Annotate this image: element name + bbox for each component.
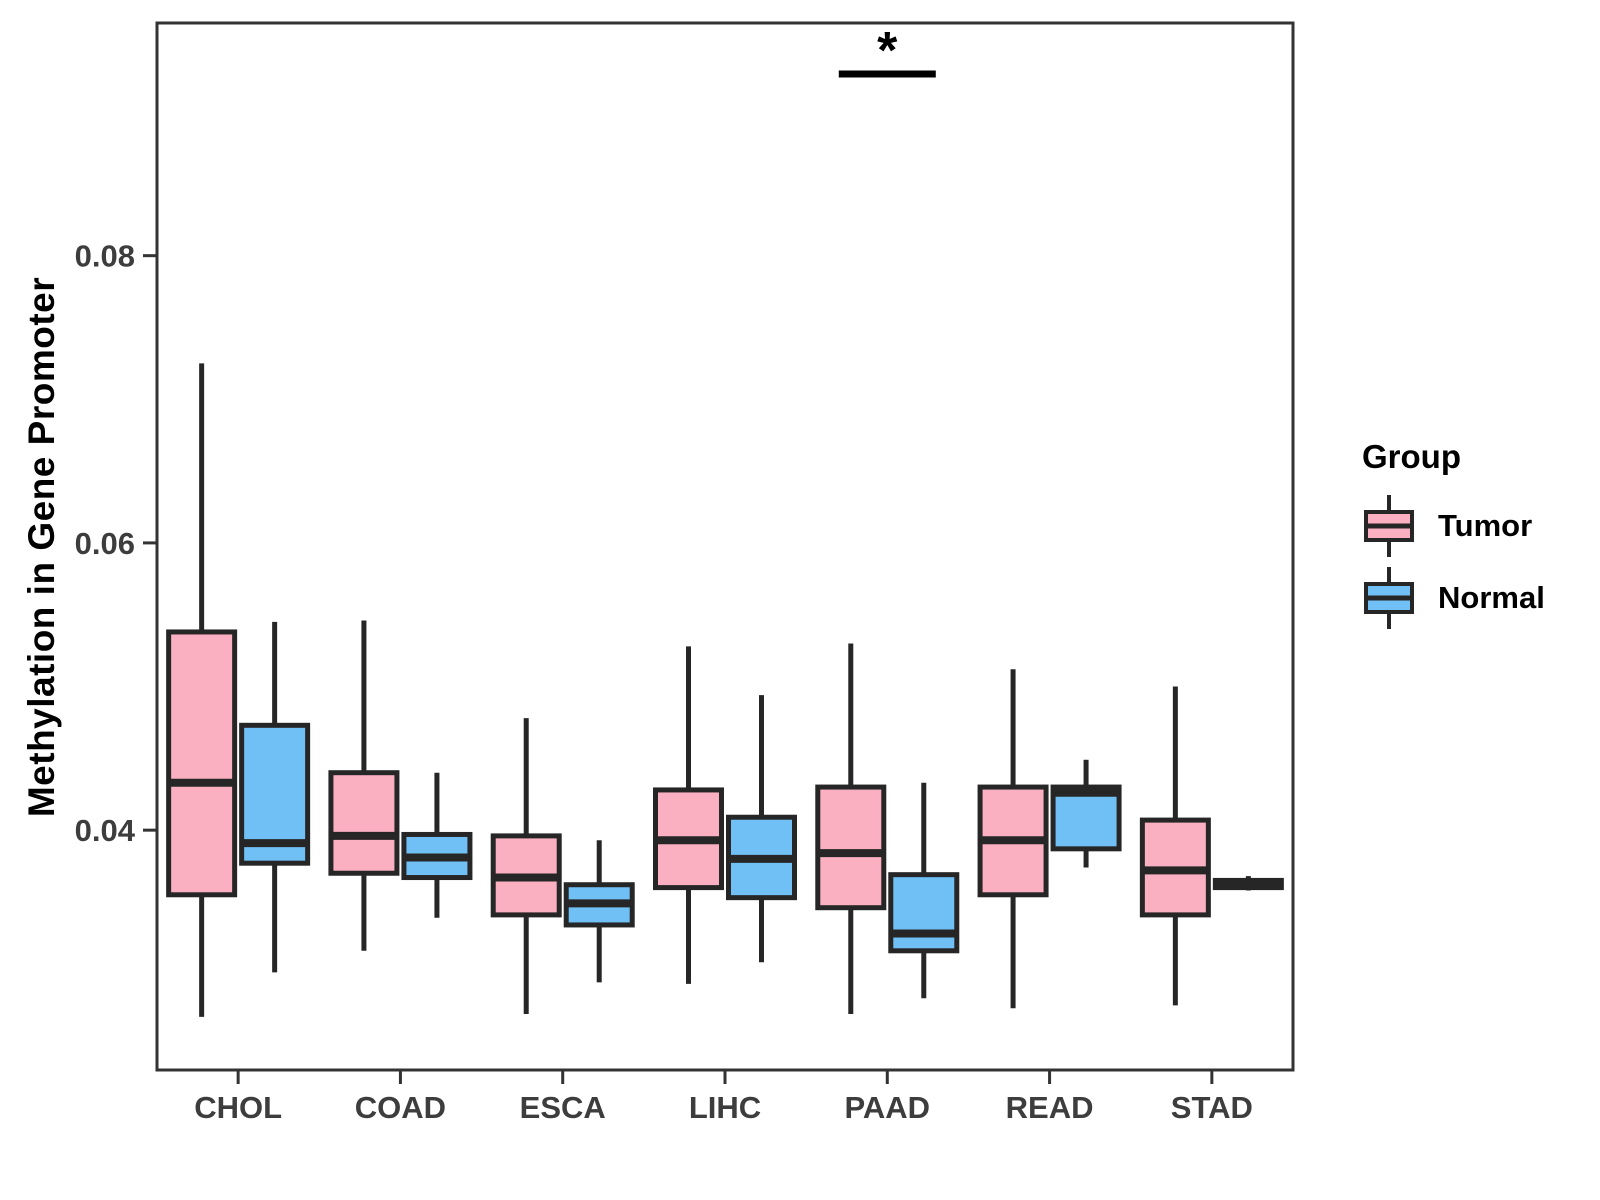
legend-key-tumor-icon — [1364, 495, 1414, 557]
legend-key-normal-icon — [1364, 567, 1414, 629]
x-tick-label-coad: COAD — [355, 1090, 446, 1125]
x-tick-label-stad: STAD — [1171, 1090, 1253, 1125]
y-tick-label: 0.06 — [75, 526, 135, 561]
y-axis-title: Methylation in Gene Promoter — [21, 276, 62, 818]
legend: Group Tumor Normal — [1358, 438, 1593, 634]
box-paad-tumor-box — [815, 784, 887, 911]
legend-label: Normal — [1438, 580, 1545, 615]
legend-title: Group — [1362, 438, 1461, 475]
x-tick-label-chol: CHOL — [194, 1090, 282, 1125]
y-tick-label: 0.08 — [75, 239, 135, 274]
legend-item-tumor: Tumor — [1358, 490, 1593, 562]
significance-star: * — [877, 22, 898, 80]
box-paad-normal-box — [888, 872, 960, 954]
legend-items: Tumor Normal — [1358, 490, 1593, 634]
y-tick-label: 0.04 — [75, 813, 136, 848]
box-read-normal-box — [1050, 784, 1122, 852]
legend-item-normal: Normal — [1358, 562, 1593, 634]
box-chol-tumor-box — [166, 629, 238, 898]
legend-label: Tumor — [1438, 508, 1533, 543]
x-tick-label-lihc: LIHC — [689, 1090, 761, 1125]
x-tick-label-esca: ESCA — [520, 1090, 606, 1125]
box-coad-tumor-box — [328, 770, 400, 876]
panel-border — [155, 21, 1295, 1072]
x-tick-label-paad: PAAD — [845, 1090, 931, 1125]
x-tick-label-read: READ — [1006, 1090, 1094, 1125]
